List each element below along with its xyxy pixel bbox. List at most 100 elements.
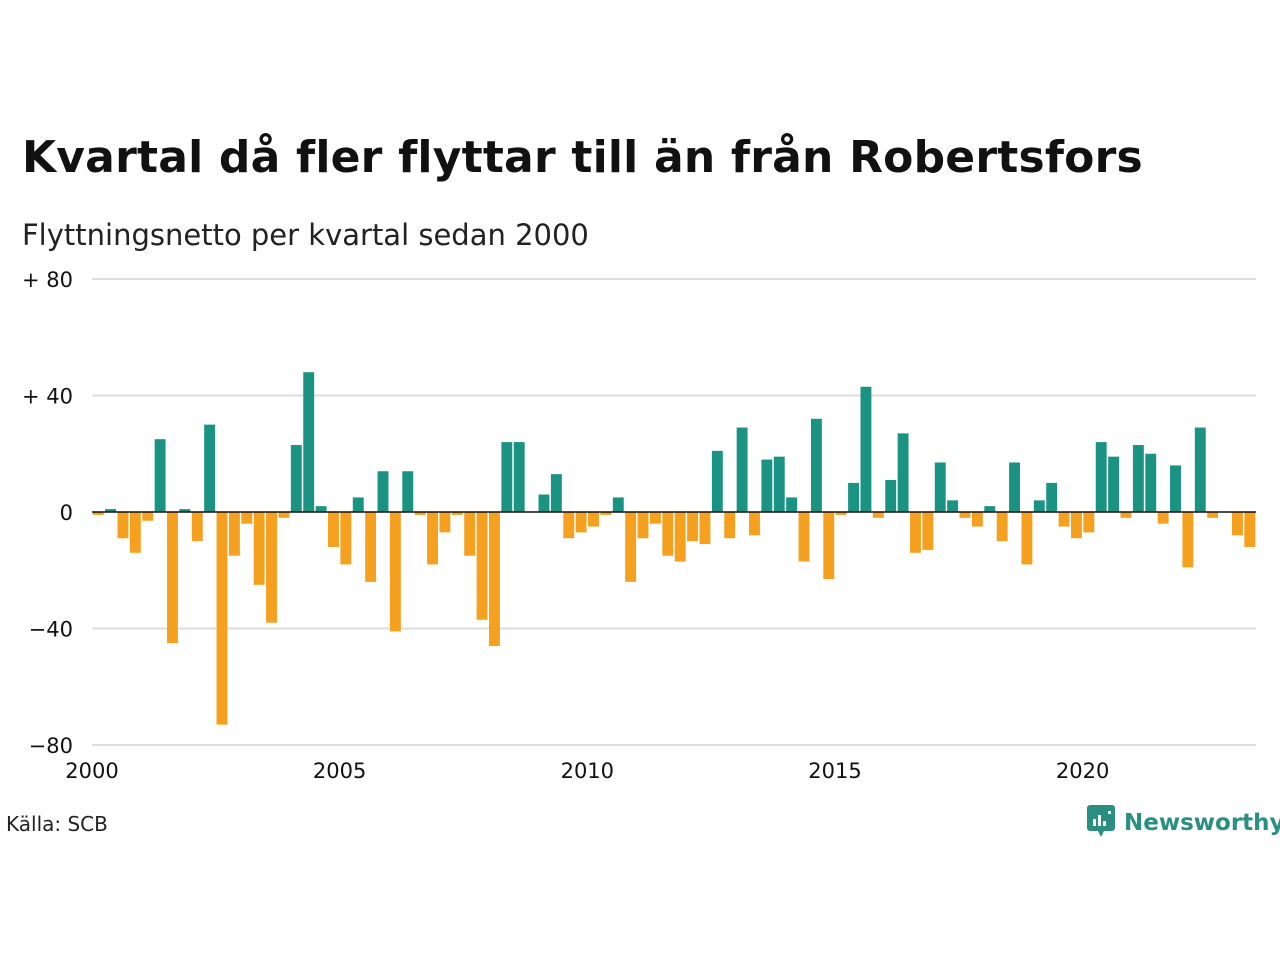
- bar-2018-k2: [996, 512, 1008, 542]
- bar-2013-k4: [773, 456, 785, 512]
- bar-2006-k1: [389, 512, 401, 632]
- bar-2011-k3: [662, 512, 674, 556]
- bar-2011-k2: [649, 512, 661, 524]
- bar-2003-k3: [266, 512, 277, 623]
- bar-2000-k3: [117, 512, 129, 539]
- bar-2008-k1: [489, 512, 500, 646]
- bar-2003-k4: [278, 512, 290, 518]
- bar-2012-k3: [711, 450, 723, 512]
- bar-2016-k3: [910, 512, 921, 553]
- bar-2004-k1: [290, 445, 302, 512]
- bar-2014-k4: [823, 512, 835, 579]
- x-tick-label: 2000: [65, 759, 118, 783]
- bar-2014-k1: [786, 497, 798, 512]
- bar-2012-k1: [687, 512, 699, 542]
- newsworthy-brand[interactable]: Newsworthy: [1086, 804, 1280, 842]
- bar-2001-k1: [142, 512, 154, 521]
- bar-2020-k1: [1083, 512, 1095, 533]
- x-tick-label: 2005: [313, 759, 366, 783]
- bar-2004-k2: [303, 372, 315, 512]
- bar-2006-k3: [414, 512, 426, 515]
- bar-2005-k1: [340, 512, 352, 565]
- bar-2001-k2: [154, 439, 166, 512]
- bar-2004-k3: [315, 506, 327, 512]
- bar-2013-k2: [749, 512, 760, 536]
- bar-2022-k3: [1207, 512, 1219, 518]
- bar-2000-k2: [105, 509, 117, 512]
- bar-2004-k4: [328, 512, 339, 547]
- bar-2011-k4: [674, 512, 686, 562]
- bar-2002-k3: [216, 512, 228, 725]
- bar-2019-k3: [1058, 512, 1070, 527]
- x-tick-label: 2020: [1056, 759, 1109, 783]
- bar-2001-k3: [167, 512, 178, 644]
- bar-2010-k3: [612, 497, 624, 512]
- chart-title: Kvartal då fler flyttar till än från Rob…: [22, 132, 1143, 183]
- y-tick-label: −80: [29, 734, 73, 758]
- bar-2002-k2: [204, 424, 216, 513]
- bar-2011-k1: [637, 512, 649, 539]
- bar-2014-k3: [810, 418, 822, 512]
- bar-2021-k4: [1170, 465, 1181, 512]
- bar-2002-k4: [228, 512, 240, 556]
- bar-2008-k2: [501, 442, 513, 512]
- bar-2006-k2: [402, 471, 414, 512]
- bar-2008-k3: [513, 442, 525, 512]
- bar-2015-k2: [848, 482, 859, 513]
- bars: [92, 372, 1256, 725]
- bar-2007-k3: [464, 512, 476, 556]
- bar-2005-k3: [365, 512, 377, 582]
- bar-2005-k4: [377, 471, 389, 512]
- bar-2006-k4: [427, 512, 438, 565]
- bar-2017-k3: [959, 512, 971, 518]
- bar-2003-k2: [253, 512, 265, 585]
- bar-2018-k1: [984, 506, 996, 512]
- bar-2022-k2: [1194, 427, 1206, 512]
- x-tick-label: 2010: [561, 759, 614, 783]
- bar-2014-k2: [798, 512, 810, 562]
- bar-2012-k4: [724, 512, 736, 539]
- bar-2019-k2: [1046, 482, 1058, 513]
- axes: [92, 511, 1256, 746]
- bar-2017-k1: [934, 462, 946, 512]
- bar-2007-k1: [439, 512, 451, 533]
- bar-2007-k2: [451, 512, 463, 515]
- bar-2023-k2: [1244, 512, 1256, 547]
- bar-2009-k4: [575, 512, 587, 533]
- newsworthy-logo-icon: [1086, 804, 1116, 842]
- bar-2015-k3: [860, 386, 872, 512]
- bar-2009-k1: [538, 494, 550, 512]
- bar-2005-k2: [352, 497, 364, 512]
- bar-2002-k1: [191, 512, 203, 542]
- bar-2016-k4: [922, 512, 934, 550]
- bar-2016-k1: [885, 479, 897, 512]
- bar-2012-k2: [699, 512, 711, 545]
- bar-2017-k2: [947, 500, 959, 512]
- bar-2007-k4: [476, 512, 488, 620]
- bar-2021-k2: [1145, 453, 1157, 512]
- bar-2015-k4: [872, 512, 884, 518]
- bar-2019-k4: [1071, 512, 1082, 539]
- chart-subtitle: Flyttningsnetto per kvartal sedan 2000: [22, 218, 589, 252]
- y-tick-label: 0: [60, 501, 73, 525]
- bar-2010-k2: [600, 512, 612, 515]
- bar-2021-k1: [1132, 445, 1144, 512]
- bar-2020-k2: [1095, 442, 1107, 512]
- bar-2001-k4: [179, 509, 191, 512]
- bar-2000-k1: [92, 512, 104, 515]
- source-label: Källa: SCB: [6, 812, 108, 836]
- bar-2009-k2: [550, 474, 562, 512]
- bar-2010-k1: [588, 512, 599, 527]
- bar-2021-k3: [1157, 512, 1169, 524]
- bar-2010-k4: [625, 512, 637, 582]
- x-axis-labels: 2000 2005 2010 2015 2020: [65, 759, 1109, 783]
- bar-2022-k1: [1182, 512, 1194, 568]
- bar-2020-k4: [1120, 512, 1132, 518]
- bar-2000-k4: [129, 512, 141, 553]
- brand-name: Newsworthy: [1124, 810, 1280, 836]
- bar-2016-k2: [897, 433, 909, 512]
- bar-2019-k1: [1033, 500, 1045, 512]
- bar-2018-k4: [1021, 512, 1033, 565]
- y-tick-label: + 40: [22, 385, 73, 409]
